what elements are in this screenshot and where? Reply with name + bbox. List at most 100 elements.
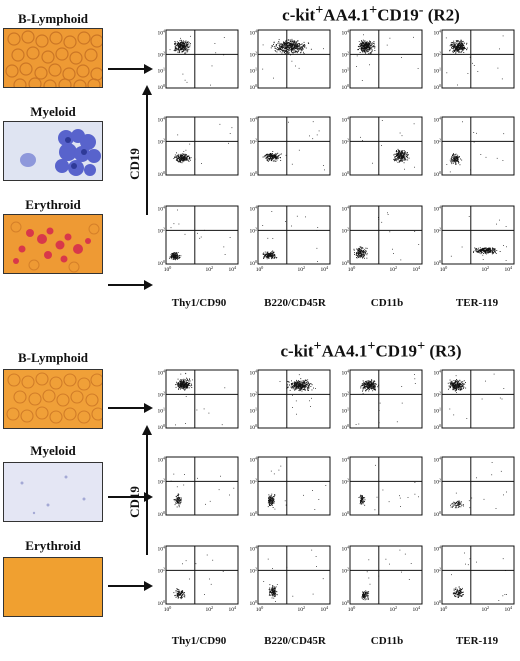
x-tick-label: 100 [440,265,448,273]
y-tick-label: 104 [434,368,442,376]
x-label-cd11b: CD11b [346,635,428,647]
y-tick-label: 102 [158,566,166,574]
y-tick-label: 104 [250,544,258,552]
y-tick-label: 102 [250,226,258,234]
y-tick-label: 104 [250,115,258,123]
y-tick-label: 102 [158,226,166,234]
y-tick-label: 104 [434,28,442,36]
x-tick-label: 104 [412,265,420,273]
y-tick-label: 104 [158,115,166,123]
x-label-b220: B220/CD45R [249,635,341,647]
y-tick-label: 104 [250,28,258,36]
y-tick-label: 101 [434,67,442,75]
x-label-thy1: Thy1/CD90 [160,635,238,647]
y-tick-label: 100 [250,170,258,178]
dot-plot-svg: 1001011021041001011021041001011021041001… [0,336,520,656]
dot-plot: 100 102 104 [158,455,239,518]
x-tick-label: 104 [228,265,236,273]
y-tick-label: 104 [158,28,166,36]
plot-frame [442,546,514,604]
plot-frame [258,457,330,515]
plot-frame [350,457,422,515]
dot-plot-svg: 1001011021041001011021041001011021041001… [0,0,520,320]
y-tick-label: 102 [158,137,166,145]
plot-frame [166,117,238,175]
x-tick-label: 102 [205,605,213,613]
y-tick-label: 104 [158,368,166,376]
y-tick-label: 104 [250,204,258,212]
y-tick-label: 104 [158,455,166,463]
y-tick-label: 100 [434,599,442,607]
y-tick-label: 102 [250,566,258,574]
y-tick-label: 102 [434,477,442,485]
y-tick-label: 101 [250,67,258,75]
y-tick-label: 102 [342,390,350,398]
x-tick-label: 104 [504,265,512,273]
y-tick-label: 101 [158,67,166,75]
x-tick-label: 104 [320,265,328,273]
y-tick-label: 104 [434,455,442,463]
x-label-cd11b: CD11b [346,297,428,309]
y-tick-label: 100 [250,259,258,267]
y-tick-label: 102 [342,50,350,58]
x-tick-label: 102 [297,605,305,613]
y-tick-label: 102 [342,226,350,234]
plot-frame [258,30,330,88]
x-tick-label: 104 [504,605,512,613]
y-tick-label: 100 [434,259,442,267]
y-tick-label: 102 [158,477,166,485]
y-tick-label: 100 [342,259,350,267]
x-tick-label: 100 [440,605,448,613]
x-tick-label: 102 [481,605,489,613]
plot-frame [258,117,330,175]
y-tick-label: 104 [342,28,350,36]
panel-r2: c-kit+AA4.1+CD19- (R2) B-Lymphoid Myeloi… [0,0,520,320]
y-tick-label: 104 [434,115,442,123]
y-tick-label: 104 [158,544,166,552]
y-tick-label: 101 [342,67,350,75]
y-tick-label: 100 [434,83,442,91]
plot-frame [166,546,238,604]
y-tick-label: 101 [158,407,166,415]
y-tick-label: 104 [342,544,350,552]
y-tick-label: 101 [434,407,442,415]
y-tick-label: 102 [342,137,350,145]
y-tick-label: 100 [250,423,258,431]
x-tick-label: 100 [164,265,172,273]
y-tick-label: 104 [250,455,258,463]
x-tick-label: 104 [320,605,328,613]
x-tick-label: 100 [348,265,356,273]
x-tick-label: 100 [348,605,356,613]
x-tick-label: 100 [164,605,172,613]
y-tick-label: 100 [434,170,442,178]
y-tick-label: 100 [250,510,258,518]
y-tick-label: 102 [250,477,258,485]
y-tick-label: 104 [342,455,350,463]
y-tick-label: 100 [158,510,166,518]
x-tick-label: 102 [389,605,397,613]
y-tick-label: 100 [342,170,350,178]
plot-frame [350,30,422,88]
y-tick-label: 102 [250,137,258,145]
x-tick-label: 104 [228,605,236,613]
dot-plot: 100 102 104 [250,455,331,518]
y-tick-label: 102 [158,390,166,398]
x-label-b220: B220/CD45R [249,297,341,309]
y-tick-label: 102 [342,566,350,574]
y-tick-label: 104 [342,115,350,123]
dot-plot: 100 102 104 [250,115,331,178]
x-tick-label: 104 [412,605,420,613]
